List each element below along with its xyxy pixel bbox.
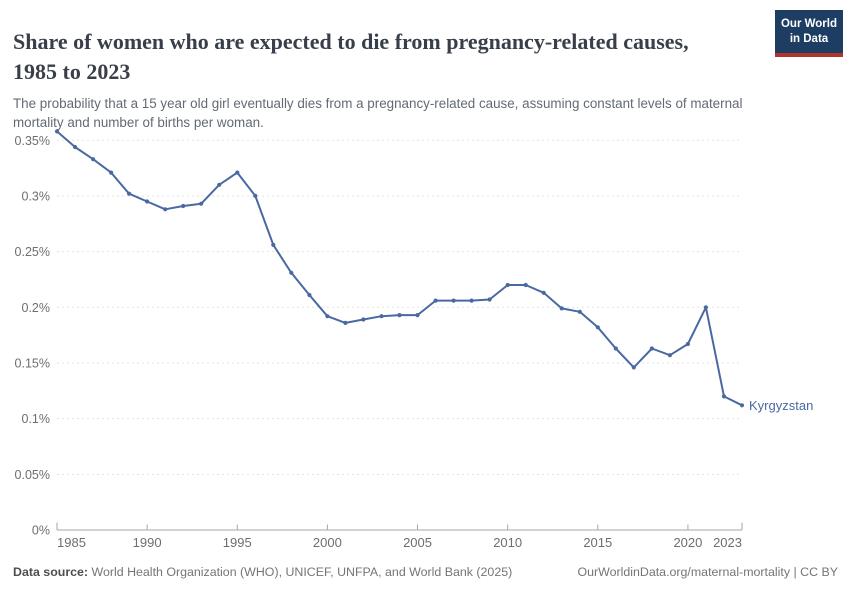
data-point[interactable] <box>217 182 222 187</box>
data-point[interactable] <box>72 144 78 150</box>
data-point[interactable] <box>433 298 438 303</box>
data-point[interactable] <box>505 282 510 288</box>
data-point[interactable] <box>289 270 294 275</box>
data-point[interactable] <box>451 298 456 303</box>
data-point[interactable] <box>487 297 492 302</box>
x-axis-tick-label: 2020 <box>673 535 702 550</box>
data-point[interactable] <box>397 313 402 318</box>
data-point[interactable] <box>559 306 564 311</box>
data-point[interactable] <box>109 170 114 175</box>
data-point[interactable] <box>379 314 384 319</box>
x-axis-tick-label: 2015 <box>583 535 612 550</box>
x-axis-tick-label: 2023 <box>713 535 742 550</box>
y-axis-tick-label: 0.05% <box>15 468 50 482</box>
chart-subtitle: The probability that a 15 year old girl … <box>13 96 743 131</box>
owid-logo[interactable]: Our World in Data <box>775 10 843 57</box>
data-point[interactable] <box>739 403 745 408</box>
data-point[interactable] <box>685 341 691 347</box>
data-point[interactable] <box>91 157 96 162</box>
x-axis-tick-label: 1985 <box>57 535 86 550</box>
chart-footer: Data source: World Health Organization (… <box>13 565 838 579</box>
owid-logo-line1: Our World <box>780 18 837 30</box>
data-source-text: World Health Organization (WHO), UNICEF,… <box>88 565 513 579</box>
license-note[interactable]: OurWorldinData.org/maternal-mortality | … <box>577 565 838 579</box>
data-point[interactable] <box>235 170 240 175</box>
data-point[interactable] <box>271 242 276 247</box>
series-kyrgyzstan[interactable]: Kyrgyzstan <box>54 129 813 413</box>
data-point[interactable] <box>595 325 600 330</box>
data-point[interactable] <box>631 365 636 370</box>
data-point[interactable] <box>667 353 673 358</box>
series-line[interactable] <box>56 130 743 407</box>
y-axis-tick-label: 0.15% <box>15 356 50 370</box>
data-source-note: Data source: World Health Organization (… <box>13 565 512 579</box>
data-point[interactable] <box>199 201 204 206</box>
y-axis-tick-label: 0.2% <box>22 301 51 315</box>
data-source-label: Data source: <box>13 565 89 579</box>
x-axis-tick-label: 2000 <box>313 535 342 550</box>
x-axis-tick-label: 2010 <box>493 535 522 550</box>
data-point[interactable] <box>613 346 618 351</box>
license-text: OurWorldinData.org/maternal-mortality | … <box>577 565 838 579</box>
data-point[interactable] <box>127 191 132 196</box>
data-point[interactable] <box>54 129 60 134</box>
chart-title: Share of women who are expected to die f… <box>13 28 689 84</box>
x-axis-tick-label: 1990 <box>133 535 162 550</box>
data-point[interactable] <box>253 193 258 198</box>
data-point[interactable] <box>649 346 655 351</box>
y-axis-tick-label: 0.3% <box>22 189 51 203</box>
data-point[interactable] <box>361 317 366 322</box>
data-point[interactable] <box>307 292 312 298</box>
data-point[interactable] <box>469 298 474 303</box>
y-axis-tick-label: 0% <box>32 524 50 538</box>
data-point[interactable] <box>415 313 420 318</box>
data-point[interactable] <box>577 309 582 314</box>
data-point[interactable] <box>181 203 186 209</box>
data-point[interactable] <box>721 394 727 399</box>
data-point[interactable] <box>343 320 348 325</box>
data-point[interactable] <box>523 282 528 288</box>
owid-logo-line2: in Data <box>789 32 829 45</box>
x-axis-tick-label: 2005 <box>403 535 432 550</box>
data-point[interactable] <box>325 314 330 319</box>
series-entity-label[interactable]: Kyrgyzstan <box>749 398 813 413</box>
data-point[interactable] <box>541 290 546 295</box>
data-point[interactable] <box>145 199 150 204</box>
data-point[interactable] <box>703 305 709 310</box>
data-point[interactable] <box>163 207 168 212</box>
x-axis-tick-label: 1995 <box>223 535 252 550</box>
y-axis-tick-label: 0.1% <box>22 412 51 426</box>
y-axis-tick-label: 0.35% <box>15 134 50 148</box>
y-axis-tick-label: 0.25% <box>15 245 50 259</box>
